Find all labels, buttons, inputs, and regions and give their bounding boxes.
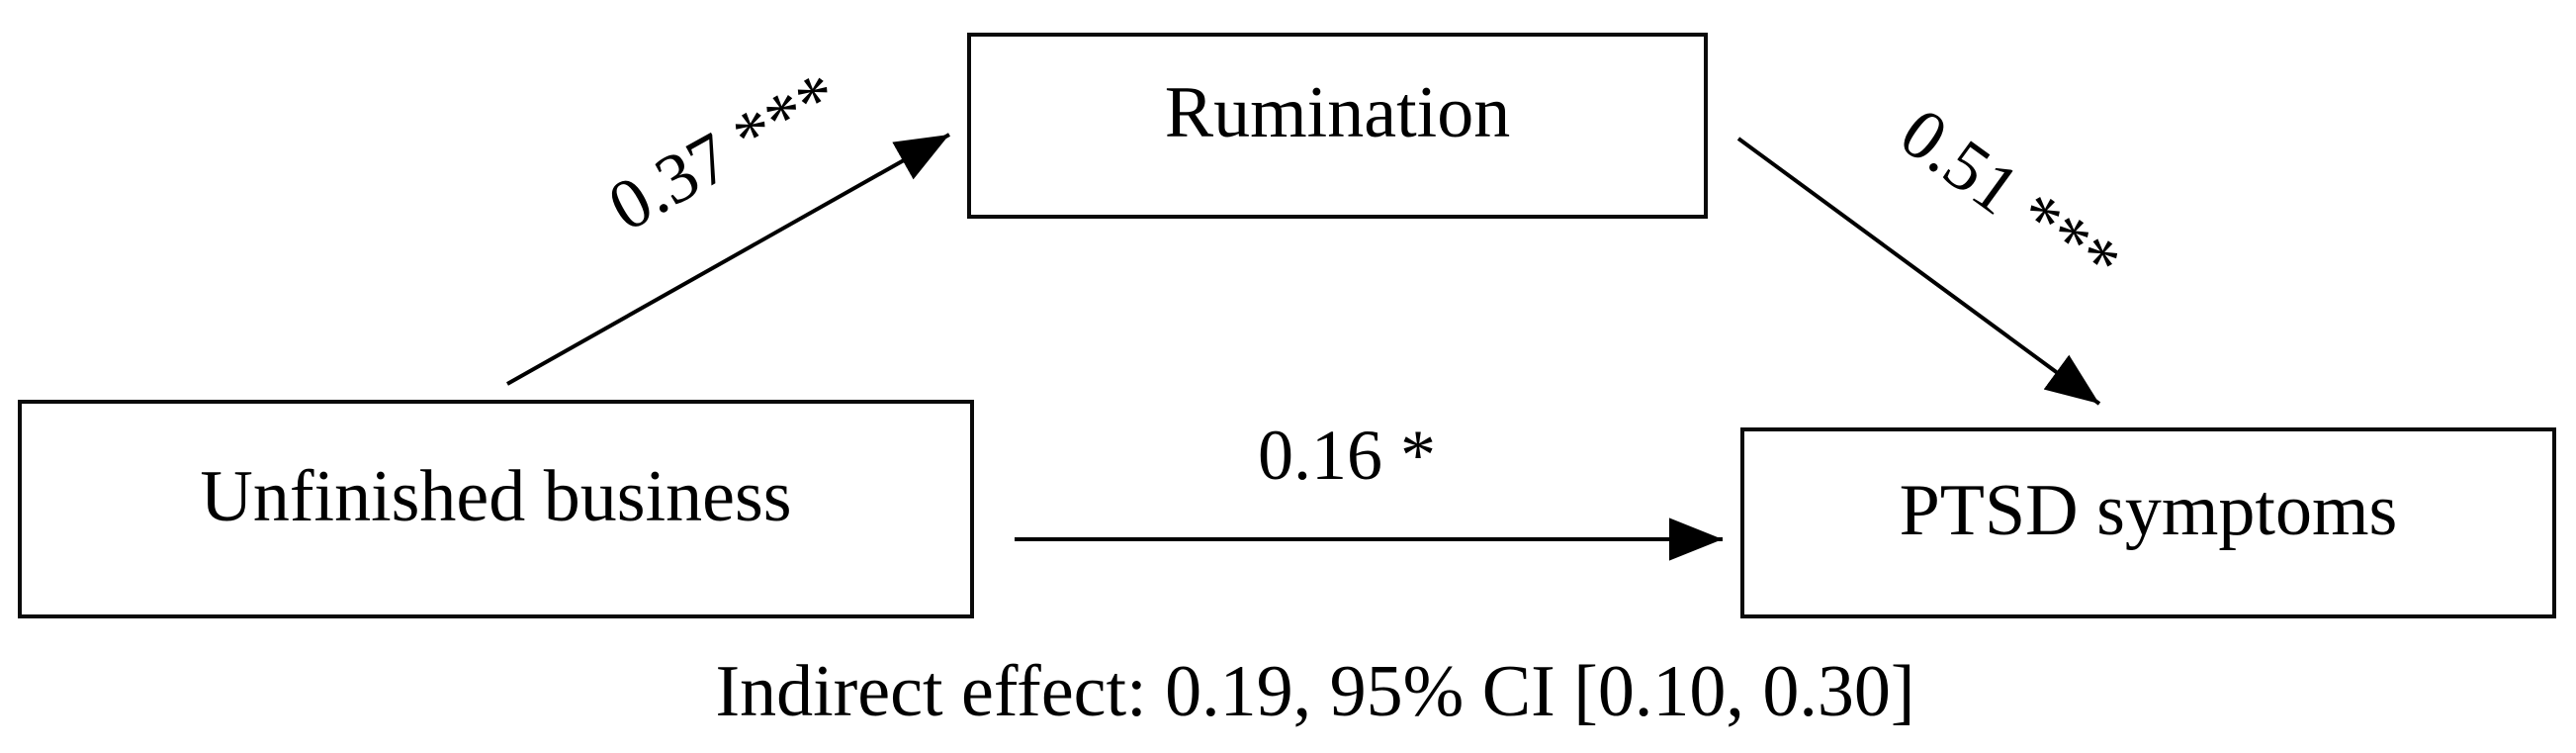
path-a-coefficient-label: 0.37 *** (595, 55, 852, 247)
predictor-node-box: Unfinished business (18, 400, 974, 618)
mediator-node-label: Rumination (1164, 72, 1511, 153)
path-b-coefficient-label: 0.51 *** (1886, 92, 2135, 304)
indirect-effect-caption: Indirect effect: 0.19, 95% CI [0.10, 0.3… (715, 651, 1915, 732)
path-c-coefficient-label: 0.16 * (1258, 416, 1436, 495)
mediator-node-box: Rumination (967, 33, 1708, 219)
predictor-node-label: Unfinished business (200, 455, 792, 537)
outcome-node-box: PTSD symptoms (1740, 427, 2556, 618)
outcome-node-label: PTSD symptoms (1899, 469, 2398, 551)
